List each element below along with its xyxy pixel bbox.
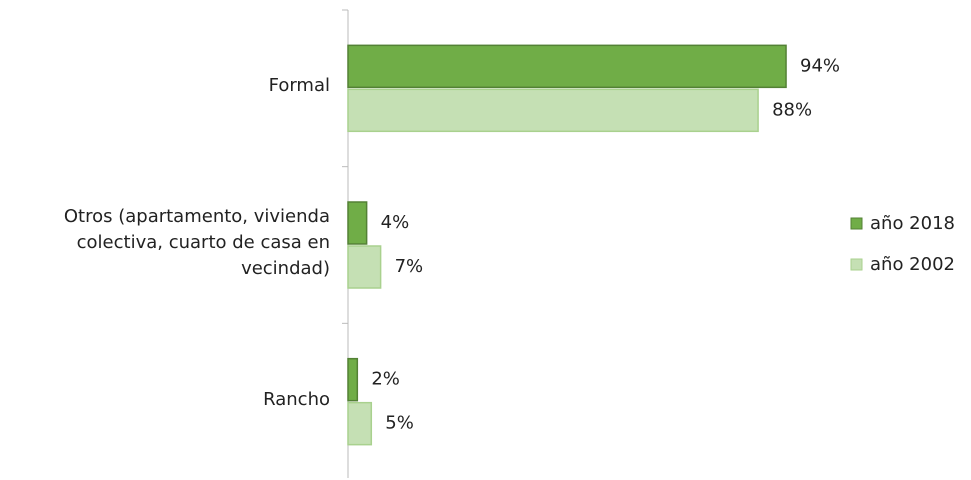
legend-label: año 2018 <box>870 213 955 234</box>
data-label: 4% <box>381 212 410 233</box>
category-label: Otros (apartamento, vivienda colectiva, … <box>63 206 330 279</box>
bar <box>347 88 759 133</box>
data-label: 2% <box>371 369 400 390</box>
category-label: Rancho <box>263 388 330 410</box>
legend-swatch <box>850 258 863 271</box>
data-label: 88% <box>772 99 812 120</box>
legend-label: año 2002 <box>870 254 955 275</box>
bar <box>347 201 368 245</box>
data-label: 7% <box>395 256 424 277</box>
data-label: 5% <box>385 413 414 434</box>
bar <box>347 357 359 402</box>
legend-swatch <box>850 217 863 230</box>
category-label: Formal <box>268 75 330 97</box>
data-label: 94% <box>800 55 840 76</box>
bar <box>347 401 373 446</box>
bar <box>347 245 382 289</box>
bar <box>347 44 787 89</box>
